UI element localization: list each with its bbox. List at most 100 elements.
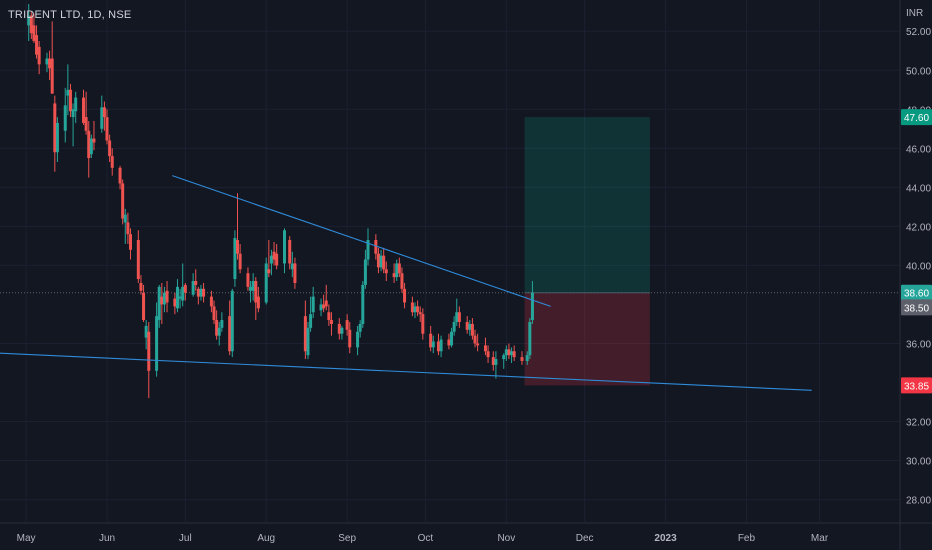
candle-body xyxy=(470,323,474,336)
candle-body xyxy=(267,269,271,274)
candle-body xyxy=(345,320,349,330)
candle-body xyxy=(306,327,310,356)
candle-body xyxy=(418,312,422,315)
candle-body xyxy=(27,15,31,26)
candle-body xyxy=(290,263,294,270)
candle-body xyxy=(217,327,221,336)
symbol-title[interactable]: TRIDENT LTD, 1D, NSE xyxy=(8,9,132,21)
loss-zone[interactable] xyxy=(524,292,650,386)
target-price-badge: 47.60 xyxy=(904,113,929,124)
candle-body xyxy=(447,339,451,346)
candle-body xyxy=(45,58,49,65)
candle-body xyxy=(74,97,78,112)
candle-body xyxy=(507,349,511,356)
candle-body xyxy=(410,302,414,313)
candle-body xyxy=(413,306,417,313)
candle-body xyxy=(178,296,182,299)
candle-body xyxy=(121,183,125,219)
candle-body xyxy=(212,306,216,321)
candle-body xyxy=(282,230,286,264)
candle-body xyxy=(361,284,365,324)
candle-body xyxy=(118,167,122,184)
candle-body xyxy=(397,263,401,274)
candle-body xyxy=(55,122,59,153)
x-tick-label: Mar xyxy=(811,533,829,544)
y-tick-label: 28.00 xyxy=(906,496,931,507)
candle-body xyxy=(228,316,232,352)
candle-body xyxy=(322,304,326,309)
price-labels: 47.60 38.60 38.50 33.85 xyxy=(901,109,932,394)
candle-body xyxy=(202,288,206,297)
candle-body xyxy=(110,156,114,168)
candle-body xyxy=(374,240,378,254)
y-tick-label: 50.00 xyxy=(906,66,931,77)
candle-body xyxy=(465,321,469,330)
entry-price-badge-bg xyxy=(901,284,932,301)
candle-body xyxy=(400,273,404,289)
candle-body xyxy=(155,316,159,371)
time-axis[interactable]: May Jun Jul Aug Sep Oct Nov Dec 2023 Feb Mar xyxy=(17,533,829,544)
candle-body xyxy=(84,117,88,131)
candle-body xyxy=(384,269,388,274)
candle-body xyxy=(311,296,315,313)
candle-body xyxy=(309,314,313,328)
support-line[interactable] xyxy=(0,352,812,391)
candle-body xyxy=(264,263,268,303)
candle-body xyxy=(100,107,104,129)
candle-body xyxy=(379,255,383,268)
candle-body xyxy=(269,255,273,264)
x-tick-label: Aug xyxy=(257,533,275,544)
candle-body xyxy=(528,321,532,356)
y-tick-label: 52.00 xyxy=(906,27,931,38)
candle-body xyxy=(249,286,253,291)
position-zones[interactable] xyxy=(524,117,650,386)
candle-body xyxy=(457,312,461,322)
candle-body xyxy=(196,288,200,297)
y-tick-label: 40.00 xyxy=(906,261,931,272)
candle-body xyxy=(48,58,52,69)
candle-body xyxy=(238,253,242,270)
candle-body xyxy=(29,15,33,34)
candle-body xyxy=(35,35,39,55)
candle-body xyxy=(220,320,224,328)
candle-body xyxy=(136,240,140,280)
entry-price-badge: 38.60 xyxy=(904,289,929,300)
candle-body xyxy=(183,284,187,293)
candle-body xyxy=(525,355,529,362)
candle-body xyxy=(102,107,106,118)
candle-body xyxy=(376,253,380,268)
candle-body xyxy=(431,341,435,348)
candle-body xyxy=(157,286,161,321)
candle-body xyxy=(382,255,386,270)
candle-body xyxy=(455,312,459,322)
x-tick-label: Jun xyxy=(99,533,115,544)
candle-body xyxy=(436,341,440,352)
candle-body xyxy=(66,89,70,96)
candle-body xyxy=(473,335,477,344)
candle-body xyxy=(71,109,75,118)
candle-body xyxy=(251,281,255,291)
candle-body xyxy=(319,304,323,311)
last-price-badge-bg xyxy=(901,299,932,316)
candle-body xyxy=(32,25,36,41)
candle-body xyxy=(175,286,179,309)
candle-body xyxy=(512,351,516,358)
candle-body xyxy=(327,312,331,321)
candle-body xyxy=(324,300,328,307)
x-tick-label: Feb xyxy=(738,533,756,544)
candle-body xyxy=(340,327,344,334)
x-tick-label: Oct xyxy=(418,533,434,544)
trendlines[interactable] xyxy=(0,175,812,391)
candle-body xyxy=(87,130,91,159)
candle-body xyxy=(92,138,96,143)
candle-body xyxy=(194,281,198,285)
descending-resistance[interactable] xyxy=(172,175,551,307)
candle-body xyxy=(530,292,534,321)
y-tick-label: 36.00 xyxy=(906,339,931,350)
candles xyxy=(27,3,534,399)
candle-body xyxy=(191,281,195,295)
profit-zone[interactable] xyxy=(524,117,650,293)
candle-body xyxy=(486,351,490,358)
candle-body xyxy=(502,355,506,360)
